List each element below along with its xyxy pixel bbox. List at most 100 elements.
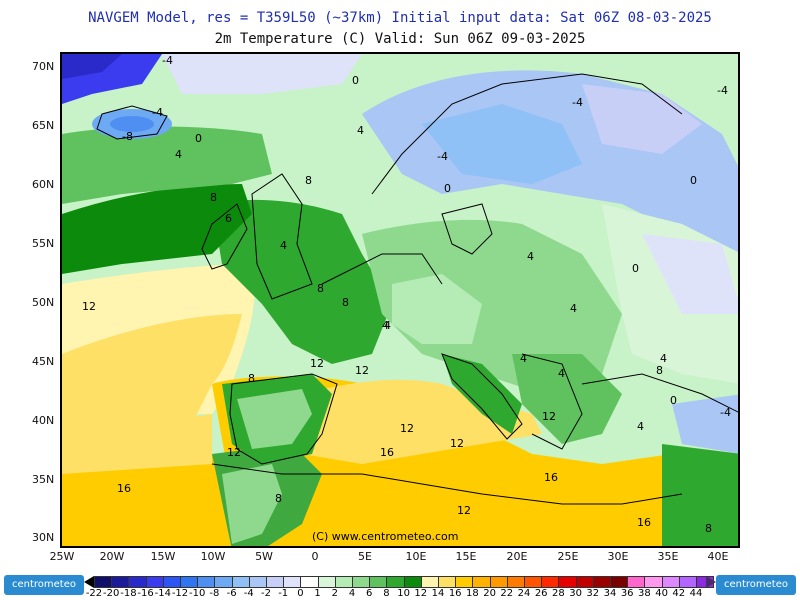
colorbar-cell [283, 576, 302, 588]
lon-label: 5W [255, 550, 273, 563]
contour-label: 0 [444, 182, 451, 195]
atlantic-16-zone [62, 454, 232, 546]
colorbar-cell [145, 576, 164, 588]
lapland-zone [582, 84, 702, 154]
contour-label: 0 [670, 394, 677, 407]
coastlines [96, 73, 738, 505]
colorbar-max-arrow [706, 576, 716, 588]
lon-label: 35E [657, 550, 679, 563]
contour-label: 4 [527, 250, 534, 263]
map-svg: -4 0 -4 4 -8 0 4 8 8 6 4 8 8 12 4 12 12 … [62, 54, 738, 546]
colorbar-label: 0 [297, 588, 304, 599]
colorbar-cell [128, 576, 147, 588]
contour-label: 6 [225, 212, 232, 225]
colorbar-cell [524, 576, 543, 588]
colorbar-label: 4 [348, 588, 356, 599]
contour-label: 4 [357, 124, 364, 137]
colorbar-cell [352, 576, 371, 588]
coast-black-sea [581, 373, 738, 413]
contour-label: 16 [117, 482, 131, 495]
colorbar-cell [558, 576, 577, 588]
lat-label: 65N [32, 119, 55, 132]
colorbar-label: -12 [171, 588, 189, 599]
north-atlantic-4-zone [62, 126, 272, 204]
colorbar-cell [506, 576, 525, 588]
contour-label: 4 [280, 239, 287, 252]
alps-zone [392, 274, 482, 344]
lat-label: 70N [32, 60, 55, 73]
coast-north-africa [211, 463, 683, 505]
colorbar-cell [610, 576, 629, 588]
contour-label: 16 [637, 516, 651, 529]
contour-labels: -4 0 -4 4 -8 0 4 8 8 6 4 8 8 12 4 12 12 … [82, 54, 731, 535]
colorbar-cell [644, 576, 663, 588]
atlas-light-zone [222, 464, 282, 544]
scandinavia-core-zone [422, 104, 582, 184]
atlantic-12-zone [62, 314, 242, 434]
greenland-core-zone [62, 54, 122, 79]
colorbar-min-arrow [84, 576, 94, 588]
contour-label: 12 [310, 357, 324, 370]
colorbar-label: -8 [209, 588, 220, 599]
colorbar-cell [197, 576, 216, 588]
iberia-inland-zone [237, 389, 312, 449]
colorbar-cell [386, 576, 405, 588]
contour-label: 12 [227, 446, 241, 459]
colorbar-label: 2 [331, 588, 338, 599]
colorbar-cell [214, 576, 233, 588]
colorbar-label: 32 [586, 588, 600, 599]
contour-label: 8 [656, 364, 663, 377]
colorbar-label: 8 [383, 588, 390, 599]
lat-label: 40N [32, 414, 55, 427]
contour-label: -8 [122, 130, 133, 143]
north-atlantic-8-zone [62, 184, 252, 274]
contour-label: 8 [317, 282, 324, 295]
colorbar-cell [94, 576, 113, 588]
lon-label: 5E [358, 550, 372, 563]
coast-britain [251, 173, 313, 300]
contour-label: 8 [275, 492, 282, 505]
contour-label: -4 [437, 150, 448, 163]
colorbar-label: 24 [517, 588, 531, 599]
lon-label: 15E [455, 550, 477, 563]
colorbar-label: 28 [552, 588, 565, 599]
russia-cool-zone [642, 234, 738, 314]
colorbar-label: 14 [431, 588, 445, 599]
colorbar-cell [575, 576, 594, 588]
coast-balkans [521, 353, 583, 450]
coast-iceland [96, 105, 168, 140]
contour-label: 8 [248, 372, 255, 385]
centrometeo-logo-left: centrometeo [4, 575, 84, 595]
colorbar-cell [455, 576, 474, 588]
lon-label: 10E [405, 550, 427, 563]
contour-label: 12 [457, 504, 471, 517]
colorbar-label: 22 [500, 588, 514, 599]
colorbar-label: 42 [672, 588, 686, 599]
header-title: NAVGEM Model, res = T359L50 (~37km) Init… [88, 10, 712, 26]
colorbar-label: 38 [638, 588, 651, 599]
colorbar-label: -20 [103, 588, 120, 599]
contour-label: 4 [384, 319, 391, 332]
atlantic-14-zone [62, 414, 212, 474]
coast-ireland [201, 203, 248, 270]
colorbar-cell [231, 576, 250, 588]
colorbar-label: -16 [137, 588, 154, 599]
colorbar-cell [334, 576, 353, 588]
colorbar-cell [489, 576, 508, 588]
colorbar-label: 10 [397, 588, 410, 599]
anatolia-cold-zone [672, 394, 738, 454]
balkans-zone [512, 354, 622, 444]
contour-label: 12 [450, 437, 464, 450]
contour-label: 8 [210, 191, 217, 204]
copyright-text: (C) www.centrometeo.com [312, 530, 458, 543]
contour-label: 4 [558, 367, 565, 380]
contour-label: 0 [632, 262, 639, 275]
contour-label: 0 [690, 174, 697, 187]
colorbar-cell [111, 576, 130, 588]
colorbar-label: 26 [534, 588, 548, 599]
lon-label: 10W [200, 550, 226, 563]
lon-label: 25E [557, 550, 579, 563]
colorbar-label: 34 [603, 588, 617, 599]
contour-label: 4 [637, 420, 644, 433]
coast-north-sea [321, 253, 443, 285]
